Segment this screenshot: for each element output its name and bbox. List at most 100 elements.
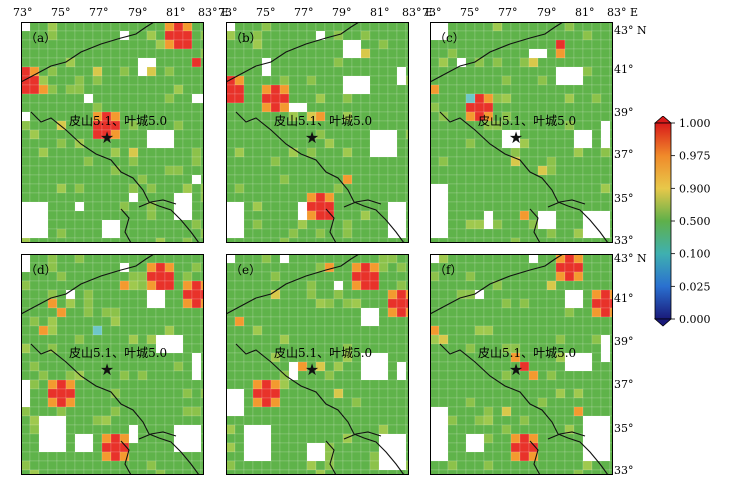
grid-cell — [173, 30, 184, 41]
grid-cell — [164, 75, 175, 86]
grid-cell — [128, 210, 139, 221]
grid-cell — [519, 289, 530, 300]
grid-cell — [438, 460, 449, 471]
grid-cell — [65, 93, 76, 104]
grid-cell — [155, 388, 166, 399]
grid-cell — [173, 397, 184, 408]
grid-cell — [324, 156, 335, 167]
grid-cell — [306, 201, 317, 212]
grid-cell — [456, 397, 467, 408]
grid-cell — [360, 174, 371, 185]
grid-cell — [528, 147, 539, 158]
grid-cell — [555, 415, 566, 426]
grid-cell — [74, 254, 85, 264]
grid-cell — [146, 48, 157, 59]
grid-cell — [182, 254, 193, 264]
grid-cell — [155, 370, 166, 381]
boundary-line — [343, 431, 382, 440]
grid-cell — [537, 183, 548, 194]
grid-cell — [447, 228, 458, 239]
grid-cell — [119, 156, 130, 167]
grid-cell — [438, 93, 449, 104]
grid-cell — [226, 165, 236, 176]
grid-cell — [200, 174, 204, 185]
grid-cell — [297, 22, 308, 32]
grid-cell — [609, 57, 613, 68]
grid-cell — [360, 415, 371, 426]
grid-cell — [360, 388, 371, 399]
grid-cell — [261, 361, 272, 372]
grid-cell — [405, 219, 409, 230]
grid-cell — [565, 76, 574, 85]
grid-cell — [465, 406, 476, 417]
grid-cell — [261, 75, 272, 86]
grid-cell — [342, 379, 353, 390]
grid-cell — [510, 298, 521, 309]
grid-cell — [110, 22, 121, 32]
grid-cell — [173, 289, 184, 300]
grid-cell — [243, 75, 254, 86]
colorbar-ramp — [654, 122, 672, 320]
grid-cell — [378, 325, 389, 336]
grid-cell — [138, 58, 147, 67]
grid-cell — [56, 201, 67, 212]
grid-cell — [288, 460, 299, 471]
grid-cell — [56, 66, 67, 77]
grid-cell — [582, 93, 593, 104]
grid-cell — [147, 290, 156, 299]
latitude-label: 39° — [614, 106, 634, 119]
grid-cell — [164, 370, 175, 381]
grid-cell — [609, 298, 613, 309]
panel-frame — [226, 22, 409, 243]
grid-cell — [430, 388, 440, 399]
grid-cell — [465, 254, 476, 264]
grid-cell — [234, 460, 245, 471]
grid-cell — [101, 93, 112, 104]
grid-cell — [173, 388, 184, 399]
grid-cell — [555, 442, 566, 453]
grid-cell — [378, 406, 389, 417]
grid-cell — [439, 193, 448, 202]
grid-cell — [306, 147, 317, 158]
grid-cell — [438, 57, 449, 68]
grid-cell — [57, 425, 66, 434]
grid-cell — [474, 388, 485, 399]
grid-cell — [351, 280, 362, 291]
grid-cell — [351, 30, 362, 41]
grid-cell — [564, 147, 575, 158]
grid-cell — [465, 280, 476, 291]
grid-cell — [537, 451, 548, 462]
grid-cell — [65, 397, 76, 408]
grid-cell — [600, 111, 611, 122]
grid-cell — [537, 129, 548, 140]
grid-cell — [174, 425, 183, 434]
grid-cell — [333, 156, 344, 167]
grid-cell — [243, 289, 254, 300]
grid-cell — [261, 210, 272, 221]
grid-cell — [483, 451, 494, 462]
grid-cell — [564, 406, 575, 417]
grid-cell — [537, 388, 548, 399]
grid-cell — [128, 147, 139, 158]
grid-cell — [56, 75, 67, 86]
grid-cell — [65, 201, 76, 212]
grid-cell — [29, 102, 40, 113]
grid-cell — [38, 156, 49, 167]
grid-cell — [396, 280, 407, 291]
grid-cell — [47, 219, 58, 230]
grid-cell — [29, 48, 40, 59]
grid-cell — [164, 48, 175, 59]
grid-cell — [564, 174, 575, 185]
epicenter-star-icon: ★ — [305, 128, 319, 147]
grid-cell — [65, 406, 76, 417]
grid-cell — [555, 325, 566, 336]
grid-cell — [47, 192, 58, 203]
grid-cell — [528, 325, 539, 336]
grid-cell — [279, 289, 290, 300]
grid-cell — [556, 67, 565, 76]
grid-cell — [510, 280, 521, 291]
grid-cell — [92, 433, 103, 444]
grid-cell — [38, 165, 49, 176]
colorbar-tick-label: 0.100 — [679, 248, 711, 261]
grid-cell — [226, 352, 236, 363]
